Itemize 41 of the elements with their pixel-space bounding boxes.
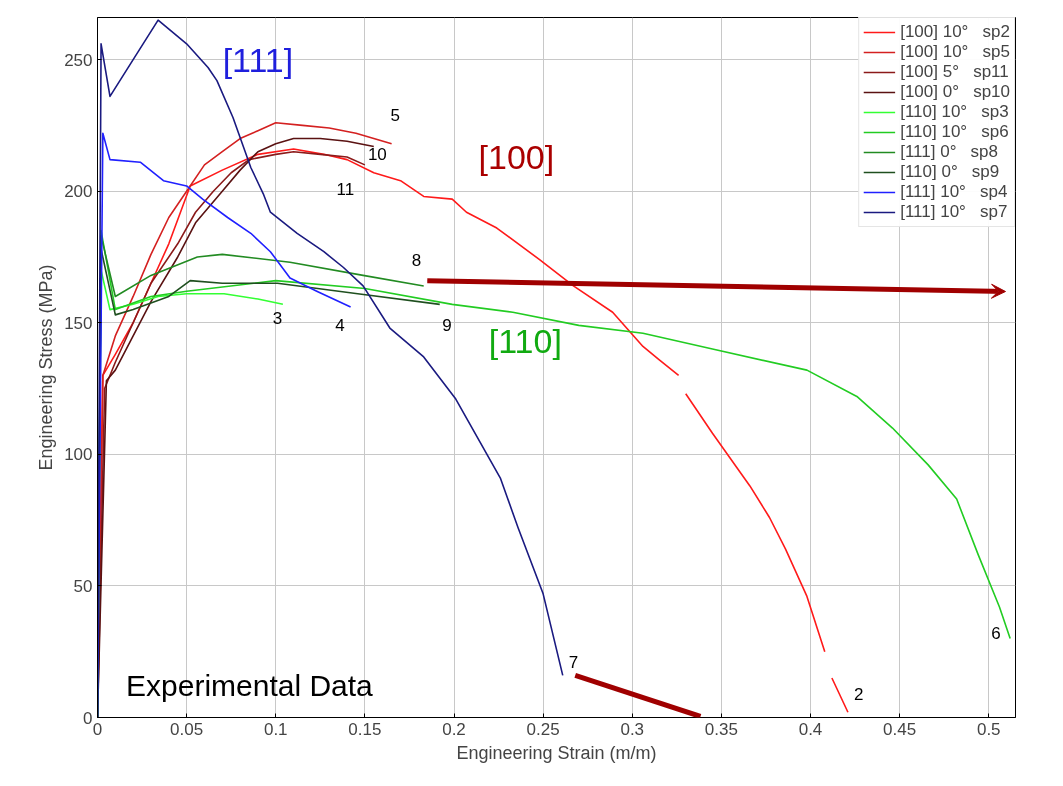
- legend-label: [110] 10° sp3: [900, 102, 1009, 122]
- annotation: 3: [272, 308, 283, 328]
- annotation: 5: [390, 105, 400, 125]
- legend-label: [111] 10° sp4: [900, 182, 1008, 202]
- annotation: [110]: [488, 322, 562, 361]
- y-tick-label: 200: [64, 182, 93, 202]
- y-tick-label: 150: [64, 313, 93, 333]
- annotation: 11: [336, 179, 355, 199]
- legend-label: [110] 10° sp6: [900, 122, 1009, 142]
- y-axis-title: Engineering Stress (MPa): [36, 264, 57, 471]
- legend-label: [100] 5° sp11: [900, 62, 1009, 82]
- y-tick-label: 250: [64, 50, 93, 70]
- annotation: Experimental Data: [126, 669, 374, 703]
- x-tick-label: 0.15: [348, 719, 382, 739]
- legend-label: [111] 0° sp8: [900, 142, 999, 162]
- legend-label: [111] 10° sp7: [900, 202, 1008, 222]
- x-tick-label: 0.4: [798, 719, 823, 739]
- x-tick-label: 0.25: [526, 719, 560, 739]
- legend-label: [100] 10° sp5: [900, 42, 1010, 62]
- legend-label: [100] 0° sp10: [900, 82, 1010, 102]
- annotation: [100]: [478, 137, 555, 176]
- annotation: 8: [411, 250, 422, 270]
- legend-label: [110] 0° sp9: [900, 162, 1000, 182]
- legend-label: [100] 10° sp2: [900, 22, 1010, 42]
- annotation: 7: [568, 653, 579, 673]
- x-tick-label: 0.45: [883, 719, 917, 739]
- annotation: 10: [367, 145, 387, 165]
- x-tick-label: 0.2: [442, 719, 466, 739]
- x-tick-label: 0.3: [620, 719, 645, 739]
- x-axis-title: Engineering Strain (m/m): [456, 742, 657, 763]
- annotation: 2: [853, 684, 864, 704]
- x-tick-label: 0.5: [976, 719, 1001, 739]
- annotation: [111]: [222, 40, 294, 79]
- x-tick-label: 0.05: [170, 719, 204, 739]
- annotation: 4: [335, 316, 345, 336]
- x-tick-label: 0.1: [263, 719, 288, 739]
- y-tick-label: 100: [64, 445, 93, 465]
- x-tick-label: 0.35: [704, 719, 738, 739]
- y-tick-label: 50: [73, 576, 93, 596]
- annotation: 6: [991, 624, 1001, 644]
- annotation: 9: [442, 316, 452, 336]
